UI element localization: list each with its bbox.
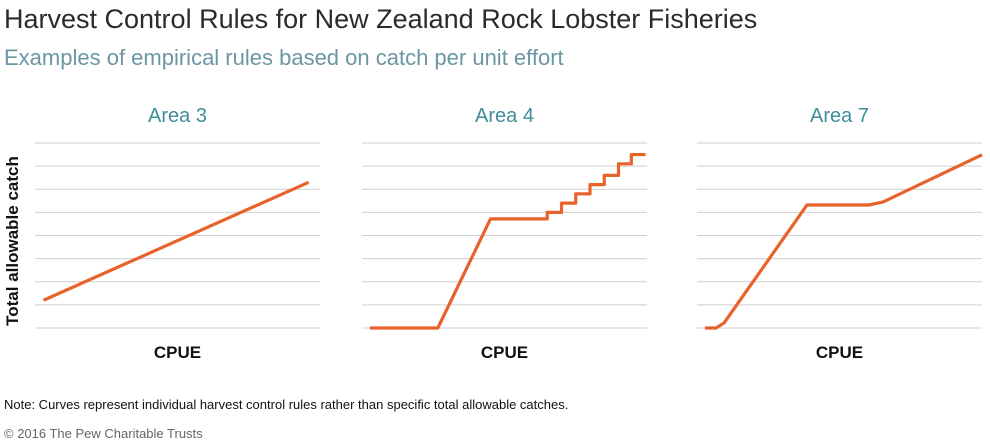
panel-title: Area 7 bbox=[810, 105, 869, 127]
data-line bbox=[42, 180, 310, 302]
y-axis-label: Total allowable catch bbox=[3, 156, 22, 326]
chart-title: Harvest Control Rules for New Zealand Ro… bbox=[4, 4, 757, 34]
x-axis-label: CPUE bbox=[816, 343, 863, 362]
data-line bbox=[704, 153, 983, 330]
panel-title: Area 3 bbox=[148, 105, 207, 127]
panel-title: Area 4 bbox=[475, 105, 534, 127]
note: Note: Curves represent individual harves… bbox=[4, 397, 568, 412]
data-line bbox=[369, 152, 646, 330]
source: © 2016 The Pew Charitable Trusts bbox=[4, 426, 203, 441]
x-axis-label: CPUE bbox=[481, 343, 528, 362]
chart-subtitle: Examples of empirical rules based on cat… bbox=[4, 45, 564, 70]
x-axis-label: CPUE bbox=[154, 343, 201, 362]
